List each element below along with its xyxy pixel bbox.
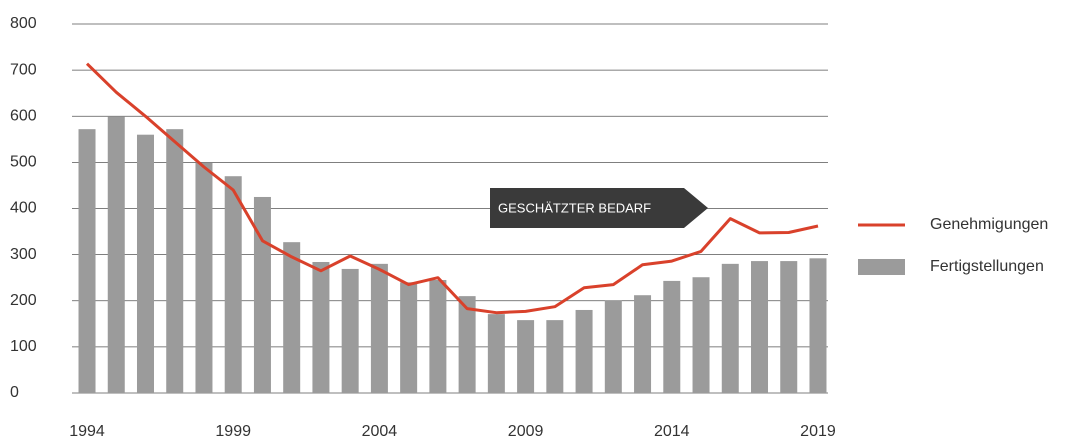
bar [487,314,505,393]
bar [604,300,622,393]
bar [663,280,681,393]
bar [721,263,739,393]
legend-label: Fertigstellungen [930,258,1044,275]
bar [809,258,827,393]
annotation-text: GESCHÄTZTER BEDARF [498,200,651,215]
line [85,62,819,315]
y-tick-label: 400 [10,200,37,217]
x-tick-label: 2009 [508,423,544,440]
bar [780,261,798,393]
bar [517,320,535,393]
bar [312,262,330,393]
bar [370,263,388,393]
annotation: GESCHÄTZTER BEDARF [490,188,708,228]
y-tick-label: 200 [10,292,37,309]
y-tick-label: 0 [10,384,19,401]
bar [634,295,652,393]
lines [85,62,819,315]
x-tick-label: 2019 [800,423,836,440]
bar [458,296,476,393]
bar [283,242,301,393]
y-tick-label: 100 [10,338,37,355]
bar [341,268,359,393]
bar [195,162,213,393]
bar [224,176,242,393]
bar [751,261,769,393]
y-tick-label: 300 [10,246,37,263]
bar [692,277,710,393]
bar [400,282,418,393]
bar [575,309,593,393]
x-tick-label: 2004 [362,423,398,440]
legend-swatch [858,259,905,275]
legend-label: Genehmigungen [930,216,1048,233]
y-tick-label: 600 [10,107,37,124]
y-tick-label: 800 [10,15,37,32]
x-tick-label: 2014 [654,423,690,440]
x-tick-label: 1994 [69,423,105,440]
bar [429,279,447,393]
bar [253,196,271,393]
y-tick-label: 500 [10,154,37,171]
y-tick-label: 700 [10,61,37,78]
x-tick-label: 1999 [215,423,251,440]
bar [166,129,184,394]
legend: Genehmigungen Fertigstellungen [858,216,1048,275]
bar [107,116,125,393]
bar [78,129,96,394]
bars [78,116,827,394]
annotation-arrow [490,188,708,228]
bar [546,320,564,393]
grid: 0 100 200 300 400 500 600 700 800 1994 1999 2004 200… [10,15,836,440]
bar [136,134,154,393]
